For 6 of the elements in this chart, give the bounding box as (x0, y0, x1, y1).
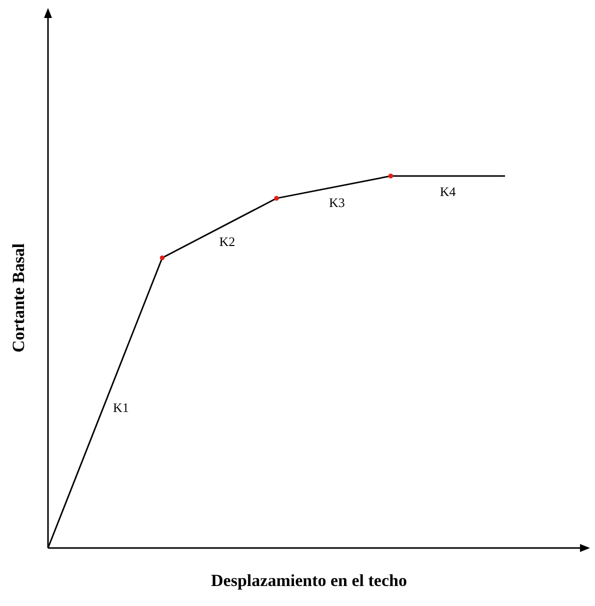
annotation: K4 (440, 184, 456, 199)
annotation: K1 (113, 400, 129, 416)
annotation: K3 (328, 194, 345, 210)
x-axis-title: Desplazamiento en el techo (211, 571, 407, 590)
annotation: K2 (219, 234, 236, 250)
y-axis-title: Cortante Basal (9, 243, 28, 353)
